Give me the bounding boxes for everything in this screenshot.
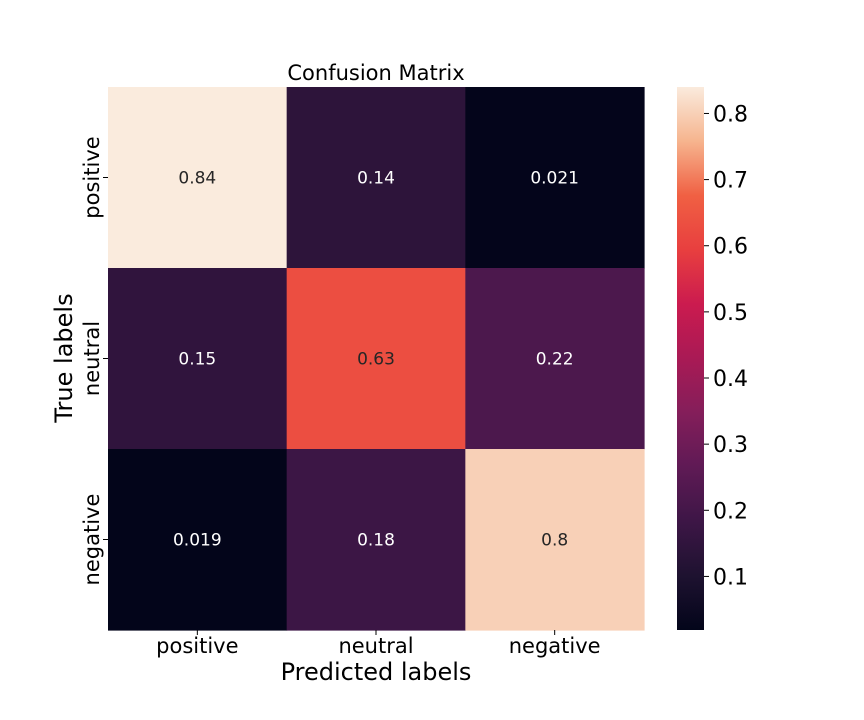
cell-value-label: 0.84 xyxy=(178,169,216,189)
y-axis-label: True labels xyxy=(50,293,78,423)
colorbar-tick-label: 0.4 xyxy=(713,367,748,392)
x-axis-label: Predicted labels xyxy=(281,658,472,686)
y-axis-ticks: positive neutral negative xyxy=(80,136,108,585)
cell-value-label: 0.021 xyxy=(530,169,579,189)
colorbar-tick-label: 0.6 xyxy=(713,235,748,260)
x-tick-label: negative xyxy=(509,634,601,658)
colorbar-tick-label: 0.2 xyxy=(713,499,748,524)
colorbar-tick-label: 0.7 xyxy=(713,169,748,194)
heatmap-cell xyxy=(286,268,466,450)
x-tick-label: neutral xyxy=(338,634,413,658)
chart-title: Confusion Matrix xyxy=(287,61,464,85)
y-tick-label: positive xyxy=(80,136,104,218)
cell-value-label: 0.14 xyxy=(357,169,395,189)
heatmap-cell xyxy=(108,449,288,631)
heatmap-cell xyxy=(286,87,466,269)
heatmap-cell xyxy=(108,87,288,269)
y-tick-label: neutral xyxy=(80,321,104,396)
colorbar-tick-label: 0.8 xyxy=(713,102,748,127)
cell-value-label: 0.63 xyxy=(357,350,395,370)
colorbar-ticks: 0.1 0.2 0.3 0.4 0.5 0.6 0.7 0.8 xyxy=(704,102,748,590)
y-tick-label: negative xyxy=(80,494,104,586)
colorbar-tick-label: 0.3 xyxy=(713,433,748,458)
heatmap-cell xyxy=(465,449,645,631)
heatmap-cell xyxy=(286,449,466,631)
colorbar xyxy=(677,87,704,630)
heatmap-cell xyxy=(108,268,288,450)
cell-value-label: 0.15 xyxy=(178,350,216,370)
heatmap-cell-labels: 0.84 0.14 0.021 0.15 0.63 0.22 0.019 0.18 0.8 xyxy=(173,169,579,551)
cell-value-label: 0.22 xyxy=(536,350,574,370)
heatmap-cells xyxy=(108,87,645,631)
colorbar-tick-label: 0.5 xyxy=(713,301,748,326)
heatmap-cell xyxy=(465,268,645,450)
x-axis-ticks: positive neutral negative xyxy=(156,630,601,658)
cell-value-label: 0.18 xyxy=(357,531,395,551)
heatmap-cell xyxy=(465,87,645,269)
cell-value-label: 0.8 xyxy=(541,531,568,551)
cell-value-label: 0.019 xyxy=(173,531,222,551)
x-tick-label: positive xyxy=(156,634,238,658)
colorbar-tick-label: 0.1 xyxy=(713,565,748,590)
